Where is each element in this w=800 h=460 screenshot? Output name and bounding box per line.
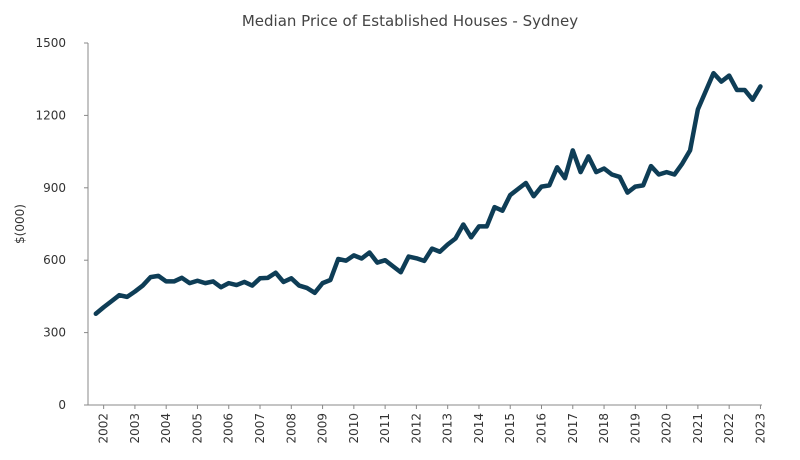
x-tick-label: 2011 — [378, 413, 392, 444]
y-tick-label: 900 — [43, 181, 66, 195]
x-tick-label: 2006 — [222, 413, 236, 444]
y-tick-label: 600 — [43, 253, 66, 267]
x-tick-label: 2010 — [347, 413, 361, 444]
x-tick-label: 2012 — [409, 413, 423, 444]
x-tick-label: 2013 — [441, 413, 455, 444]
y-axis-label: $(000) — [13, 204, 27, 244]
x-tick-label: 2017 — [566, 413, 580, 444]
x-tick-label: 2009 — [316, 413, 330, 444]
x-tick-label: 2007 — [253, 413, 267, 444]
x-tick-label: 2008 — [284, 413, 298, 444]
line-series — [93, 70, 763, 317]
x-tick-label: 2018 — [597, 413, 611, 444]
x-tick-label: 2019 — [628, 413, 642, 444]
x-tick-label: 2014 — [472, 413, 486, 444]
y-tick-label: 1200 — [35, 108, 66, 122]
y-tick-label: 300 — [43, 326, 66, 340]
x-tick-label: 2004 — [159, 413, 173, 444]
y-tick-label: 1500 — [35, 36, 66, 50]
x-tick-label: 2015 — [503, 413, 517, 444]
x-tick-label: 2021 — [691, 413, 705, 444]
chart-title: Median Price of Established Houses - Syd… — [242, 12, 578, 30]
x-tick-label: 2022 — [722, 413, 736, 444]
y-tick-label: 0 — [58, 398, 66, 412]
x-tick-label: 2020 — [660, 413, 674, 444]
x-tick-label: 2005 — [190, 413, 204, 444]
x-tick-label: 2023 — [753, 413, 767, 444]
x-tick-label: 2002 — [97, 413, 111, 444]
x-tick-label: 2003 — [128, 413, 142, 444]
x-tick-label: 2016 — [535, 413, 549, 444]
